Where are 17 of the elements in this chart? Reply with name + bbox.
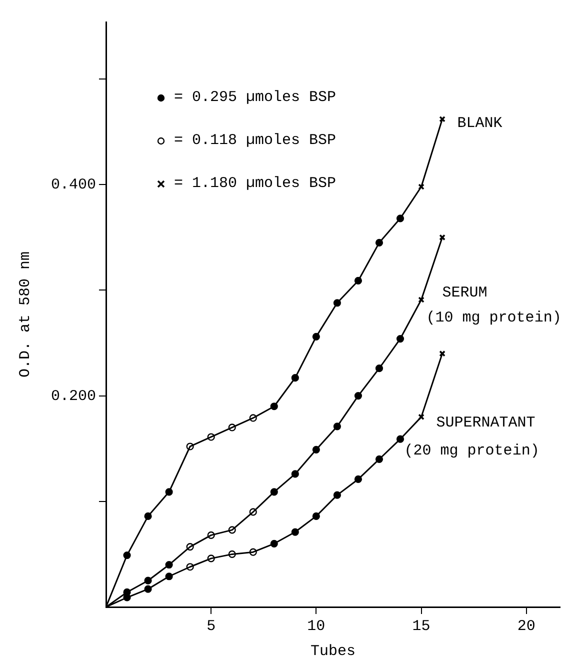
point (418, 296, 424, 303)
y-tick-label: 0.200 (50, 388, 96, 405)
x-tick-label: 5 (206, 618, 216, 635)
legend-label: = 1.180 µmoles BSP (174, 175, 336, 192)
series-label: SERUM (10 mg protein) (426, 284, 562, 326)
point (418, 414, 424, 420)
x-axis-title: Tubes (310, 642, 356, 660)
x-tick-label: 20 (517, 618, 536, 635)
y-tick-label: 0.400 (50, 176, 96, 194)
y-axis-title: O.D. at 580 nm (16, 251, 34, 378)
series-label: BLANK (457, 115, 502, 132)
x-tick-label: 10 (307, 618, 326, 635)
legend-label: = 0.295 µmoles BSP (174, 89, 336, 106)
series-label: SUPERNATANT (20 mg protein) (404, 414, 540, 460)
legend-label: = 0.118 µmoles BSP (174, 132, 336, 149)
point (418, 184, 424, 190)
x-tick-label: 15 (412, 618, 430, 635)
